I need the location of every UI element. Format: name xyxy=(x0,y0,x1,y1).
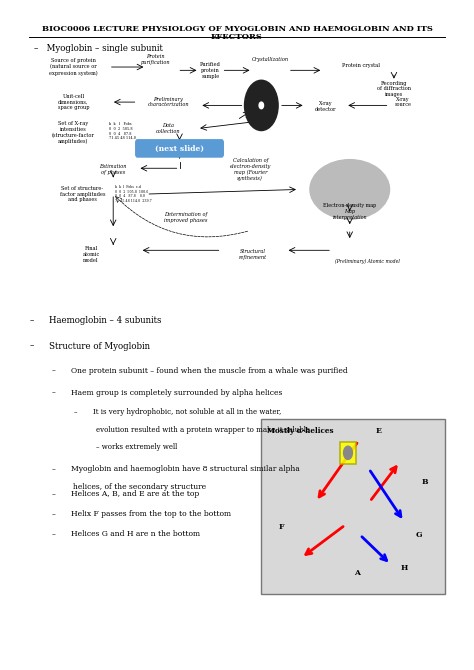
Text: Map
interpretation: Map interpretation xyxy=(332,209,367,220)
Text: Electron-density map: Electron-density map xyxy=(323,204,376,208)
Text: E: E xyxy=(375,427,382,435)
Text: –: – xyxy=(29,316,34,326)
Text: A: A xyxy=(355,570,360,577)
Text: Myoglobin and haemoglobin have 8 structural similar alpha: Myoglobin and haemoglobin have 8 structu… xyxy=(71,466,300,473)
Text: Haem group is completely surrounded by alpha helices: Haem group is completely surrounded by a… xyxy=(71,389,283,397)
Text: Calculation of
electron-density
map (Fourier
synthesis): Calculation of electron-density map (Fou… xyxy=(229,158,271,181)
Text: –   Myoglobin – single subunit: – Myoglobin – single subunit xyxy=(34,44,163,53)
Text: Final
atomic
model: Final atomic model xyxy=(82,246,100,263)
Text: Source of protein
(natural source or
expression system): Source of protein (natural source or exp… xyxy=(49,58,98,76)
Text: Unit-cell
dimensions,
space group: Unit-cell dimensions, space group xyxy=(58,94,89,111)
Text: F: F xyxy=(278,523,284,531)
Text: –: – xyxy=(73,409,77,417)
Text: One protein subunit – found when the muscle from a whale was purified: One protein subunit – found when the mus… xyxy=(71,366,348,375)
Text: Haemoglobin – 4 subunits: Haemoglobin – 4 subunits xyxy=(49,316,162,326)
Text: – works extremely well: – works extremely well xyxy=(96,443,177,451)
Text: Structure of Myoglobin: Structure of Myoglobin xyxy=(49,342,150,350)
Text: BIOC0006 LECTURE PHYSIOLOGY OF MYOGLOBIN AND HAEMOGLOBIN AND ITS: BIOC0006 LECTURE PHYSIOLOGY OF MYOGLOBIN… xyxy=(42,25,432,34)
Text: Protein crystal: Protein crystal xyxy=(342,62,380,68)
Text: Protein
purification: Protein purification xyxy=(140,54,170,65)
Text: –: – xyxy=(51,490,55,498)
Text: –: – xyxy=(51,466,55,473)
Text: EFECTORS: EFECTORS xyxy=(211,34,263,42)
Text: Mostly α-helices: Mostly α-helices xyxy=(266,427,333,435)
Text: Helices A, B, and E are at the top: Helices A, B, and E are at the top xyxy=(71,490,200,498)
Text: evolution resulted with a protein wrapper to make it soluble: evolution resulted with a protein wrappe… xyxy=(96,425,310,433)
Text: Helix F passes from the top to the bottom: Helix F passes from the top to the botto… xyxy=(71,511,231,519)
Text: Preliminary
characterization: Preliminary characterization xyxy=(148,96,189,107)
Circle shape xyxy=(259,102,264,109)
Text: X-ray
detector: X-ray detector xyxy=(315,101,336,112)
Text: It is very hydrophobic, not soluble at all in the water,: It is very hydrophobic, not soluble at a… xyxy=(93,409,282,417)
Text: –: – xyxy=(51,511,55,519)
Text: Data
collection: Data collection xyxy=(156,123,181,134)
Text: –: – xyxy=(29,342,34,350)
Text: G: G xyxy=(416,531,422,539)
Text: Estimation
of phases: Estimation of phases xyxy=(100,164,127,175)
FancyBboxPatch shape xyxy=(136,140,223,157)
Bar xyxy=(339,442,356,464)
Bar xyxy=(261,419,445,594)
Text: X-ray
source: X-ray source xyxy=(394,96,411,107)
Ellipse shape xyxy=(310,159,390,219)
Text: –: – xyxy=(51,530,55,538)
Text: (next slide): (next slide) xyxy=(155,145,204,152)
Circle shape xyxy=(344,446,352,460)
Text: h  k   l   Fobs
0  0  2  505.8
0  0  4   87.8
71 45 48 114.0: h k l Fobs 0 0 2 505.8 0 0 4 87.8 71 45 … xyxy=(109,123,136,140)
Text: Set of structure-
factor amplitudes
and phases: Set of structure- factor amplitudes and … xyxy=(60,186,105,202)
Text: –: – xyxy=(51,389,55,397)
Text: helices, of the secondary structure: helices, of the secondary structure xyxy=(73,482,207,490)
Text: Structural
refinement: Structural refinement xyxy=(238,249,266,260)
Text: –: – xyxy=(51,366,55,375)
Text: H: H xyxy=(401,564,408,572)
Text: Helices G and H are n the bottom: Helices G and H are n the bottom xyxy=(71,530,201,538)
Text: Crystallization: Crystallization xyxy=(252,57,289,62)
Text: Determination of
improved phases: Determination of improved phases xyxy=(164,212,208,222)
Circle shape xyxy=(245,80,278,131)
Text: (Preliminary) Atomic model: (Preliminary) Atomic model xyxy=(335,258,400,263)
Text: Purified
protein
sample: Purified protein sample xyxy=(200,62,221,78)
Text: h  k  l  Fobs  e.d
0  0  2  505.8  100.6
0  0  4   87.8    0.0
71 45 48 114.0  2: h k l Fobs e.d 0 0 2 505.8 100.6 0 0 4 8… xyxy=(115,185,152,203)
Text: Recording
of diffraction
images: Recording of diffraction images xyxy=(377,80,411,97)
Text: Set of X-ray
intensities
(structure-factor
amplitudes): Set of X-ray intensities (structure-fact… xyxy=(52,121,95,144)
Text: B: B xyxy=(422,478,428,486)
